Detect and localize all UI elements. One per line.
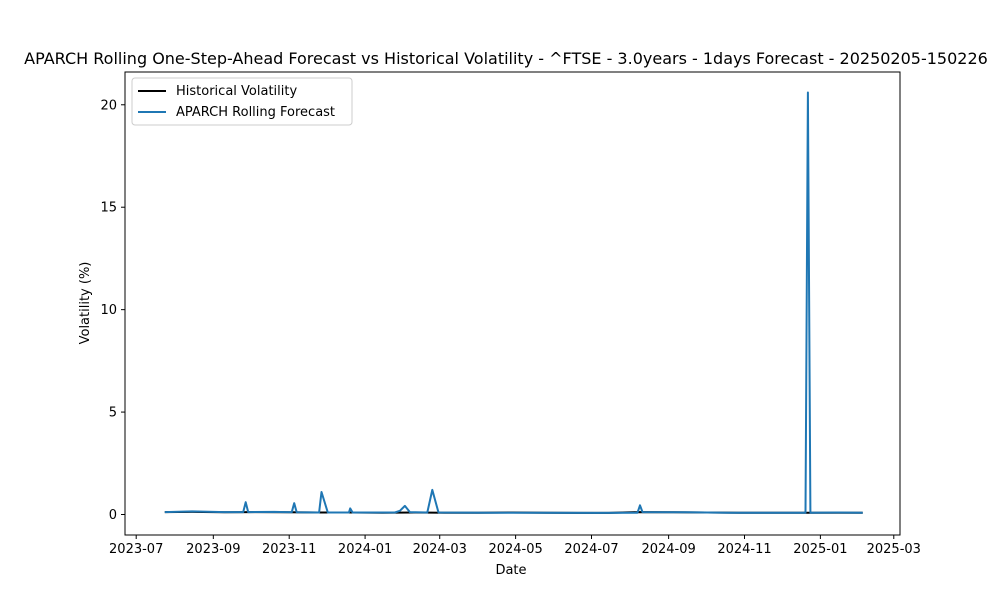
y-axis-label: Volatility (%) [78,262,93,345]
plot-area [164,91,863,514]
y-tick-label: 10 [100,303,117,318]
x-tick-label: 2023-09 [186,542,240,557]
x-tick-label: 2024-11 [717,542,771,557]
x-tick-label: 2024-09 [641,542,695,557]
x-tick-label: 2025-03 [867,542,921,557]
y-tick-label: 5 [109,406,117,421]
x-axis-label: Date [495,563,526,578]
legend-box [131,77,353,126]
x-axis: 2023-07 2023-09 2023-11 2024-01 2024-03 2024-… [109,535,921,557]
x-tick-label: 2023-07 [109,542,163,557]
chart-title: APARCH Rolling One-Step-Ahead Forecast v… [24,49,988,68]
plot-frame [124,71,901,536]
x-tick-label: 2023-11 [262,542,316,557]
legend-label-historical: Historical Volatility [176,84,297,99]
x-tick-label: 2024-01 [338,542,392,557]
y-tick-label: 0 [109,508,117,523]
x-tick-label: 2024-03 [413,542,467,557]
x-tick-label: 2025-01 [793,542,847,557]
x-tick-label: 2024-05 [488,542,542,557]
y-tick-label: 15 [100,201,117,216]
y-axis: 0 5 10 15 20 [100,98,125,523]
y-tick-label: 20 [100,98,117,113]
x-tick-label: 2024-07 [564,542,618,557]
legend: Historical Volatility APARCH Rolling For… [131,77,353,126]
legend-label-forecast: APARCH Rolling Forecast [176,105,335,120]
series-line-forecast [164,91,863,514]
